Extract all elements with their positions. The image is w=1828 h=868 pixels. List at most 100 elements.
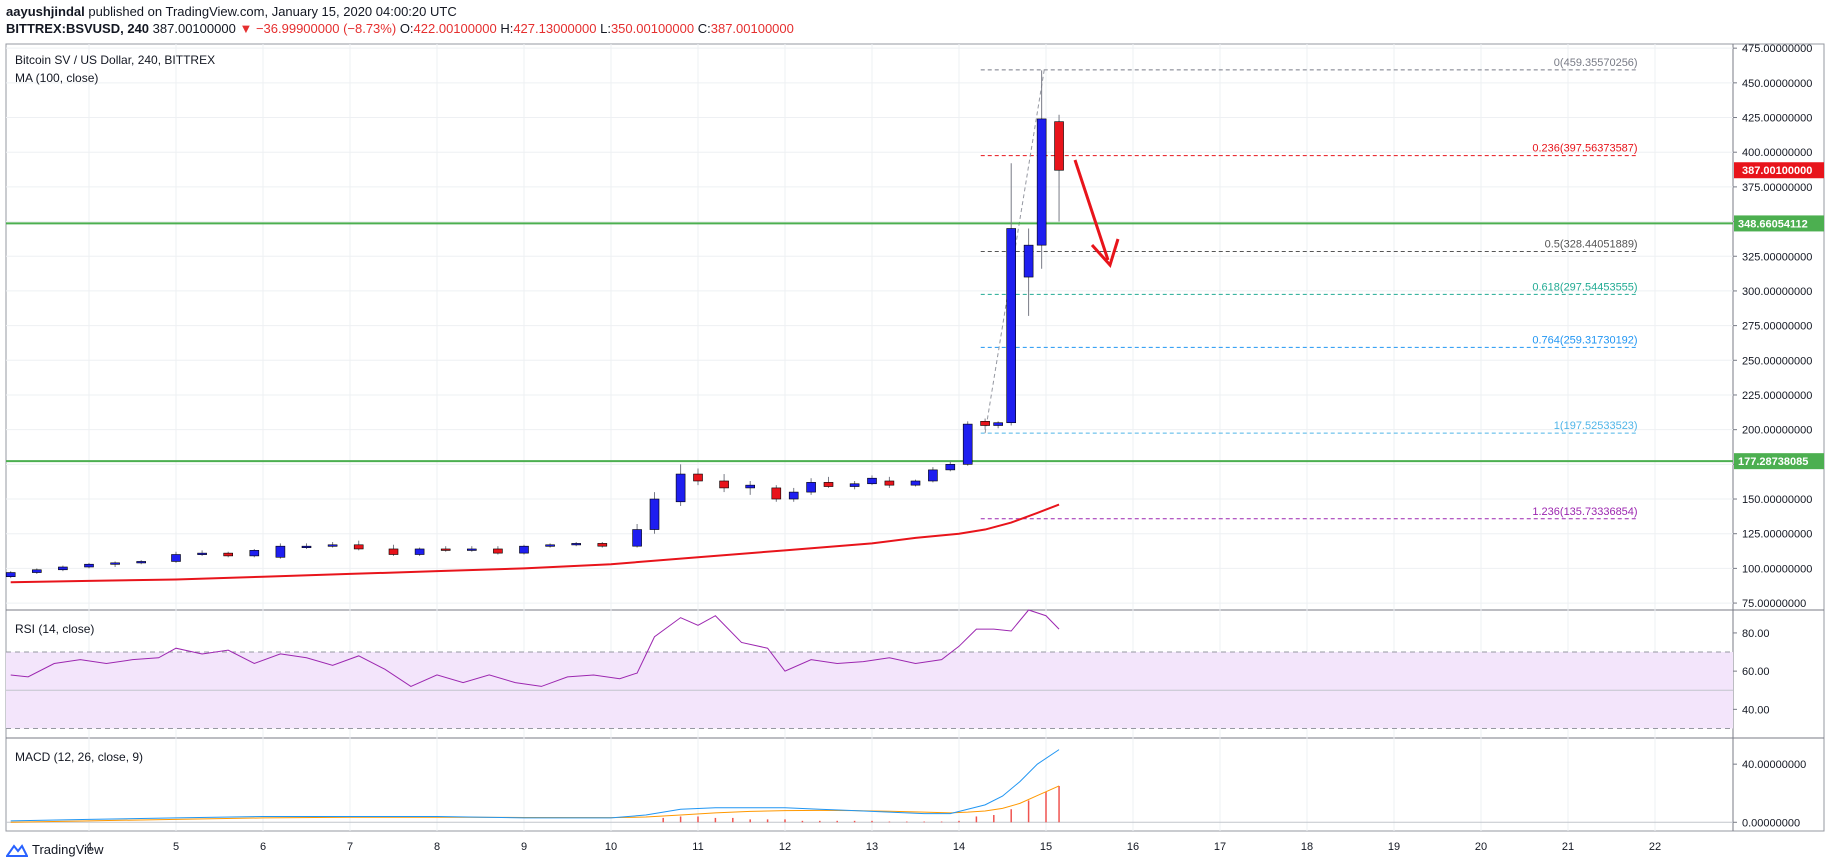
y-tick-label: 450.00000000 <box>1742 78 1812 90</box>
macd-pane[interactable] <box>6 749 1733 823</box>
candle-body[interactable] <box>301 545 312 548</box>
main-legend-title: Bitcoin SV / US Dollar, 240, BITTREX <box>15 53 215 67</box>
candle-body[interactable] <box>493 548 503 554</box>
candle-body[interactable] <box>353 544 364 550</box>
support-price-tag <box>1734 453 1824 470</box>
fib-level-label: 0.764(259.31730192) <box>1532 334 1637 346</box>
candle-body[interactable] <box>197 552 207 555</box>
candle-body[interactable] <box>171 554 181 562</box>
footer-brand[interactable]: TradingView <box>6 842 104 857</box>
author-name[interactable]: aayushjindal <box>6 4 85 19</box>
high-label: H: <box>500 21 514 36</box>
candle-body[interactable] <box>1023 244 1034 278</box>
candle-body[interactable] <box>466 548 477 551</box>
candle-body[interactable] <box>519 545 529 554</box>
y-tick-label: 400.00000000 <box>1742 147 1812 159</box>
candle-body[interactable] <box>275 545 286 558</box>
candle-body[interactable] <box>745 484 756 489</box>
x-tick-label: 10 <box>605 841 617 853</box>
last-price: 387.00100000 <box>152 21 236 36</box>
y-tick-label: 150.00000000 <box>1742 494 1812 506</box>
pane-legends: Bitcoin SV / US Dollar, 240, BITTREX MA … <box>15 53 215 764</box>
x-tick-label: 17 <box>1214 841 1226 853</box>
candle-body[interactable] <box>136 561 146 564</box>
main-pane[interactable]: 0(459.35570256) 0.236(397.56373587) 0.5(32… <box>5 57 1733 584</box>
candle-body[interactable] <box>1006 228 1017 424</box>
candle-body[interactable] <box>545 544 555 547</box>
y-tick-label: 475.00000000 <box>1742 43 1812 55</box>
rsi-tick-label: 60.00 <box>1742 666 1770 678</box>
x-tick-label: 8 <box>434 841 440 853</box>
candle-body[interactable] <box>928 469 938 482</box>
chart-frame <box>5 43 1825 832</box>
y-tick-label: 300.00000000 <box>1742 286 1812 298</box>
candle-body[interactable] <box>962 423 973 465</box>
candle-body[interactable] <box>1054 121 1064 171</box>
y-tick-label: 225.00000000 <box>1742 390 1812 402</box>
candle-body[interactable] <box>84 563 94 568</box>
high-value: 427.13000000 <box>513 21 597 36</box>
candle-body[interactable] <box>849 483 860 487</box>
low-value: 350.00100000 <box>610 21 695 36</box>
last-price-label: 387.00100000 <box>1742 165 1812 177</box>
y-tick-label: 325.00000000 <box>1742 251 1812 263</box>
candle-body[interactable] <box>719 480 729 489</box>
tradingview-logo-icon <box>6 843 28 857</box>
candle-body[interactable] <box>632 529 642 547</box>
candle-body[interactable] <box>249 550 260 557</box>
y-tick-label: 125.00000000 <box>1742 529 1812 541</box>
candle-body[interactable] <box>58 566 68 571</box>
fib-level-label: 1(197.52533523) <box>1554 420 1638 432</box>
candle-body[interactable] <box>980 421 990 426</box>
x-tick-label: 7 <box>347 841 353 853</box>
x-tick-label: 9 <box>521 841 527 853</box>
candle-body[interactable] <box>806 482 816 493</box>
last-price-tag <box>1734 162 1824 179</box>
candle-body[interactable] <box>440 548 451 551</box>
x-tick-label: 16 <box>1127 841 1139 853</box>
candle-body[interactable] <box>388 548 399 555</box>
candle-body[interactable] <box>1036 118 1047 246</box>
candle-body[interactable] <box>223 552 233 557</box>
rsi-tick-label: 40.00 <box>1742 704 1770 716</box>
candle-body[interactable] <box>993 422 1003 426</box>
candle-body[interactable] <box>884 480 895 486</box>
candle-body[interactable] <box>693 473 703 482</box>
macd-legend: MACD (12, 26, close, 9) <box>15 750 143 764</box>
down-arrow-annotation <box>1073 159 1120 268</box>
candle-body[interactable] <box>945 464 956 471</box>
down-arrow-icon: ▼ <box>239 21 253 36</box>
candle-body[interactable] <box>597 543 608 547</box>
x-tick-label: 11 <box>692 841 703 853</box>
grid-lines <box>6 44 1824 831</box>
price-axis[interactable]: 75.00000000 100.00000000 125.00000000 150.0… <box>1733 43 1824 829</box>
candle-body[interactable] <box>675 473 686 503</box>
candle-body[interactable] <box>771 487 782 500</box>
candle-body[interactable] <box>110 562 120 565</box>
macd-tick-label: 0.00000000 <box>1742 817 1800 829</box>
support-price-label: 348.66054112 <box>1738 218 1808 230</box>
candle-body[interactable] <box>31 569 42 573</box>
x-tick-label: 21 <box>1562 841 1574 853</box>
close-label: C: <box>697 21 711 36</box>
x-tick-label: 20 <box>1475 841 1487 853</box>
candle-body[interactable] <box>910 480 921 486</box>
ohlc-line: BITTREX:BSVUSD, 240 387.00100000 ▼ −36.9… <box>6 21 794 36</box>
candle-body[interactable] <box>327 544 338 547</box>
x-tick-label: 14 <box>953 841 965 853</box>
candle-body[interactable] <box>414 548 425 555</box>
time-axis[interactable]: 4 5 6 7 8 9 10 11 12 13 14 15 16 17 18 19 20 21 22 <box>86 841 1661 853</box>
symbol-label: BITTREX:BSVUSD, 240 <box>6 21 150 36</box>
candle-body[interactable] <box>867 477 877 485</box>
candle-body[interactable] <box>5 572 16 578</box>
candle-body[interactable] <box>788 491 799 500</box>
candle-body[interactable] <box>571 543 582 546</box>
candle-body[interactable] <box>649 498 660 530</box>
rsi-pane[interactable] <box>6 609 1733 729</box>
close-value: 387.00100000 <box>710 21 794 36</box>
rsi-tick-label: 80.00 <box>1742 628 1770 640</box>
candle-body[interactable] <box>823 482 834 487</box>
y-tick-label: 250.00000000 <box>1742 355 1812 367</box>
support-price-tag <box>1734 215 1824 232</box>
